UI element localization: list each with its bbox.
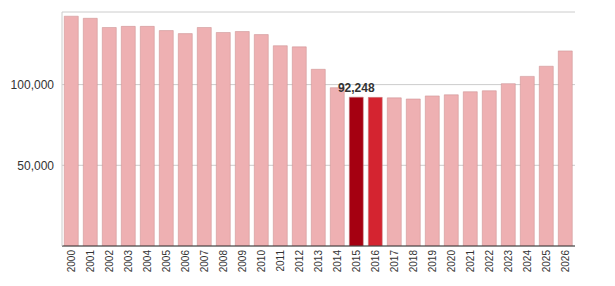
svg-text:2004: 2004 — [142, 250, 153, 273]
svg-text:2016: 2016 — [370, 250, 381, 273]
svg-text:2026: 2026 — [560, 250, 571, 273]
svg-text:2019: 2019 — [427, 250, 438, 273]
svg-text:2020: 2020 — [446, 250, 457, 273]
svg-text:2012: 2012 — [294, 250, 305, 273]
svg-text:2025: 2025 — [541, 250, 552, 273]
svg-text:2001: 2001 — [85, 250, 96, 273]
svg-text:2007: 2007 — [199, 250, 210, 273]
svg-text:2010: 2010 — [256, 250, 267, 273]
svg-text:2021: 2021 — [465, 250, 476, 273]
svg-text:2018: 2018 — [408, 250, 419, 273]
svg-text:2014: 2014 — [332, 250, 343, 273]
svg-text:2002: 2002 — [104, 250, 115, 273]
svg-text:2022: 2022 — [484, 250, 495, 273]
svg-text:2003: 2003 — [123, 250, 134, 273]
svg-text:2008: 2008 — [218, 250, 229, 273]
svg-text:2009: 2009 — [237, 250, 248, 273]
svg-text:2023: 2023 — [503, 250, 514, 273]
svg-text:92,248: 92,248 — [338, 81, 375, 95]
svg-text:2017: 2017 — [389, 250, 400, 273]
svg-text:100,000: 100,000 — [11, 78, 55, 92]
svg-text:50,000: 50,000 — [17, 159, 54, 173]
svg-text:2011: 2011 — [275, 250, 286, 272]
svg-text:2013: 2013 — [313, 250, 324, 273]
svg-text:2006: 2006 — [180, 250, 191, 273]
svg-text:2024: 2024 — [522, 250, 533, 273]
svg-text:2005: 2005 — [161, 250, 172, 273]
svg-text:2015: 2015 — [351, 250, 362, 273]
svg-text:2000: 2000 — [66, 250, 77, 273]
